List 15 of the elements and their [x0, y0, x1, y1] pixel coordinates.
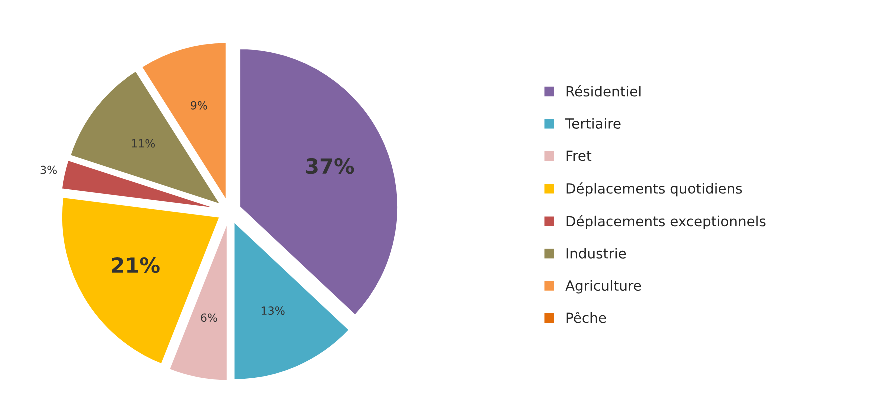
legend-label: Fret — [566, 150, 592, 162]
data-label: 9% — [191, 101, 208, 110]
legend-label: Déplacements exceptionnels — [566, 215, 766, 230]
data-label: 37% — [306, 158, 354, 174]
legend-label: Déplacements quotidiens — [566, 182, 742, 197]
legend-label: Pêche — [566, 312, 606, 324]
legend-label: Tertiaire — [565, 118, 621, 129]
legend-label: Agriculture — [566, 280, 642, 294]
legend-label: Industrie — [566, 248, 626, 259]
data-label: 21% — [112, 257, 160, 274]
data-label: 3% — [40, 166, 58, 174]
data-label: 11% — [132, 139, 156, 148]
legend-label: Résidentiel — [566, 85, 641, 97]
data-label: 6% — [201, 314, 218, 322]
data-label: 13% — [262, 306, 285, 316]
